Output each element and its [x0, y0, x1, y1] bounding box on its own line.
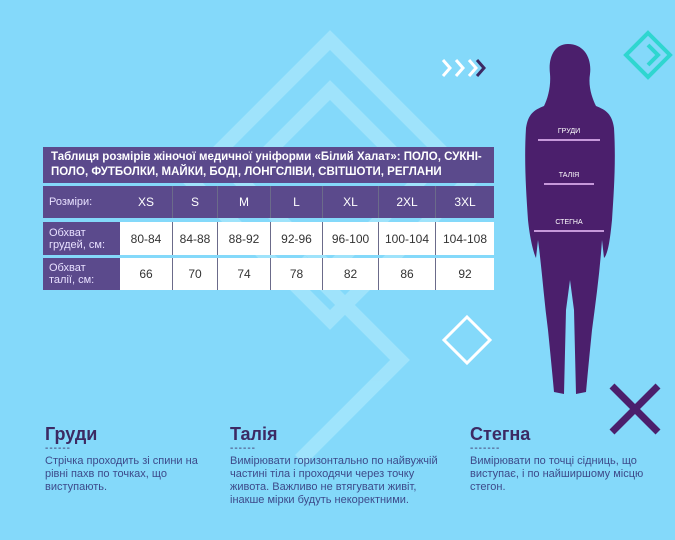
sizes-row: Розміри: XS S M L XL 2XL 3XL [43, 186, 494, 218]
size-cell: S [172, 186, 217, 218]
info-chest-text: Стрічка проходить зі спини на рівні пахв… [45, 455, 198, 493]
size-cell: XL [322, 186, 378, 218]
waist-cell: 92 [435, 258, 494, 290]
waist-cell: 78 [270, 258, 322, 290]
info-chest-title: Груди [45, 424, 98, 444]
chevrons-icon [441, 59, 486, 77]
info-hips-title: Стегна [470, 424, 531, 444]
waist-cell: 82 [322, 258, 378, 290]
table-title: Таблиця розмірів жіночої медичної уніфор… [43, 147, 494, 183]
sizes-label: Розміри: [43, 186, 120, 218]
chest-cell: 92-96 [270, 222, 322, 255]
divider: ------ [45, 443, 71, 454]
body-silhouette: ГРУДИ ТАЛІЯ СТЕГНА [525, 44, 615, 394]
size-cell: M [217, 186, 270, 218]
divider: ------ [230, 443, 256, 454]
chest-label: Обхват грудей, см: [43, 222, 120, 255]
size-cell: 3XL [435, 186, 494, 218]
info-waist: Талія ------ Вимірювати горизонтально по… [230, 424, 450, 507]
chest-cell: 96-100 [322, 222, 378, 255]
figure-hips-label: СТЕГНА [555, 219, 583, 226]
chest-cell: 104-108 [435, 222, 494, 255]
waist-cell: 74 [217, 258, 270, 290]
figure-waist-label: ТАЛІЯ [559, 172, 579, 179]
waist-row: Обхват талії, см: 66 70 74 78 82 86 92 [43, 258, 494, 290]
chest-cell: 84-88 [172, 222, 217, 255]
waist-cell: 70 [172, 258, 217, 290]
divider: ------- [470, 443, 501, 454]
diamond-outline-icon [441, 314, 493, 366]
waist-cell: 66 [120, 258, 172, 290]
size-cell: 2XL [378, 186, 435, 218]
cross-icon [609, 383, 661, 435]
chest-cell: 100-104 [378, 222, 435, 255]
chest-row: Обхват грудей, см: 80-84 84-88 88-92 92-… [43, 222, 494, 255]
chest-cell: 80-84 [120, 222, 172, 255]
figure-chest-label: ГРУДИ [558, 128, 580, 135]
size-cell: XS [137, 195, 154, 209]
chest-cell: 88-92 [217, 222, 270, 255]
info-hips: Стегна ------- Вимірювати по точці сідни… [470, 424, 655, 494]
diamond-logo-icon [623, 30, 673, 80]
waist-cell: 86 [378, 258, 435, 290]
info-hips-text: Вимірювати по точці сідниць, що виступає… [470, 455, 644, 493]
size-cell: L [270, 186, 322, 218]
info-waist-title: Талія [230, 424, 278, 444]
waist-label: Обхват талії, см: [43, 258, 120, 290]
info-chest: Груди ------ Стрічка проходить зі спини … [45, 424, 215, 494]
info-waist-text: Вимірювати горизонтально по найвужчій ча… [230, 455, 438, 506]
